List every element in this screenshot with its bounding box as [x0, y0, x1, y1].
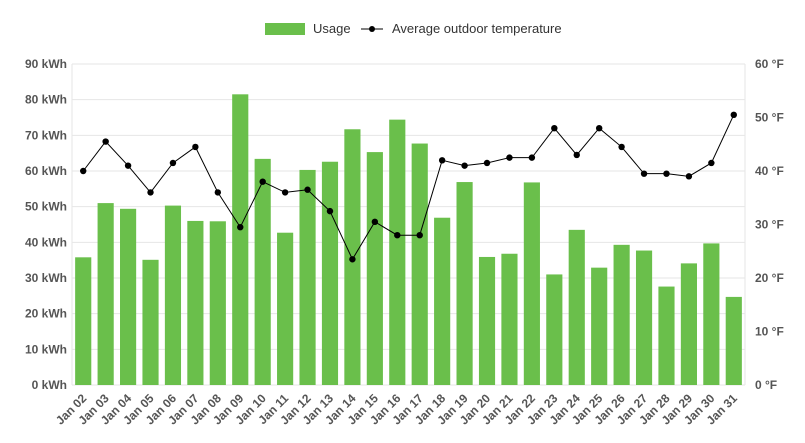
usage-bar[interactable] [277, 232, 294, 385]
left-axis-ticks: 0 kWh 10 kWh 20 kWh 30 kWh 40 kWh 50 kWh 60 kW… [25, 57, 67, 392]
temperature-point[interactable] [416, 232, 423, 239]
temperature-point[interactable] [618, 143, 625, 151]
usage-bar[interactable] [411, 143, 428, 385]
usage-bar[interactable] [501, 253, 518, 385]
temperature-point[interactable] [326, 207, 334, 215]
legend-usage-swatch[interactable] [265, 23, 305, 35]
temperature-series [80, 111, 737, 263]
usage-bar[interactable] [680, 263, 697, 385]
usage-bar[interactable] [546, 274, 563, 385]
usage-bar[interactable] [142, 259, 159, 385]
usage-bar[interactable] [703, 243, 720, 385]
left-axis-tick-label: 40 kWh [25, 235, 67, 249]
temperature-point[interactable] [394, 232, 401, 239]
legend-temperature-marker[interactable] [369, 26, 375, 32]
temperature-point[interactable] [730, 111, 737, 119]
temperature-point[interactable] [80, 167, 87, 175]
temperature-point[interactable] [595, 125, 603, 132]
right-axis-tick-label: 50 °F [755, 111, 784, 125]
temperature-point[interactable] [192, 143, 199, 151]
usage-bar[interactable] [613, 244, 630, 385]
usage-bar[interactable] [187, 220, 204, 385]
left-axis-tick-label: 50 kWh [25, 200, 67, 214]
temperature-point[interactable] [685, 173, 693, 180]
left-axis-tick-label: 90 kWh [25, 57, 67, 71]
left-axis-tick-label: 80 kWh [25, 93, 67, 107]
temperature-line [82, 114, 735, 261]
right-axis-tick-label: 60 °F [755, 57, 784, 71]
usage-bar[interactable] [75, 257, 92, 385]
right-axis-tick-label: 20 °F [755, 271, 784, 285]
right-axis-tick-label: 30 °F [755, 218, 784, 232]
temperature-point[interactable] [551, 125, 558, 132]
legend-usage-label[interactable]: Usage [313, 21, 351, 36]
usage-bars [75, 94, 742, 386]
usage-bar[interactable] [321, 161, 339, 385]
right-axis-tick-label: 10 °F [755, 325, 784, 339]
left-axis-tick-label: 20 kWh [25, 307, 67, 321]
usage-bar[interactable] [434, 217, 451, 385]
usage-bar[interactable] [591, 267, 608, 385]
usage-bar[interactable] [456, 182, 473, 385]
temperature-point[interactable] [147, 189, 154, 196]
temperature-point[interactable] [169, 159, 177, 167]
temperature-point[interactable] [304, 186, 311, 193]
right-axis-tick-label: 40 °F [755, 164, 784, 178]
left-axis-tick-label: 30 kWh [25, 271, 67, 285]
chart-legend: Usage Average outdoor temperature [265, 21, 562, 36]
usage-bar[interactable] [523, 182, 540, 385]
temperature-point[interactable] [461, 162, 468, 169]
legend-temperature-label[interactable]: Average outdoor temperature [392, 21, 562, 36]
usage-bar[interactable] [725, 296, 742, 385]
temperature-point[interactable] [281, 189, 289, 196]
temperature-point[interactable] [102, 138, 109, 145]
temperature-point[interactable] [237, 223, 244, 231]
temperature-point[interactable] [438, 157, 446, 164]
usage-bar[interactable] [232, 94, 249, 386]
temperature-point[interactable] [708, 159, 715, 167]
usage-bar[interactable] [209, 221, 226, 385]
usage-bar[interactable] [97, 203, 114, 385]
usage-bar[interactable] [164, 205, 182, 385]
usage-bar[interactable] [254, 158, 271, 385]
right-axis-tick-label: 0 °F [755, 378, 777, 392]
temperature-point[interactable] [214, 189, 222, 196]
usage-bar[interactable] [478, 256, 496, 385]
left-axis-tick-label: 0 kWh [32, 378, 67, 392]
usage-bar[interactable] [389, 119, 406, 385]
grid-lines [71, 63, 746, 386]
temperature-point[interactable] [506, 154, 513, 161]
temperature-point[interactable] [124, 162, 132, 169]
temperature-point[interactable] [573, 151, 580, 159]
temperature-point[interactable] [663, 170, 670, 177]
temperature-point[interactable] [483, 159, 491, 167]
usage-bar[interactable] [120, 208, 137, 385]
usage-bar[interactable] [568, 229, 585, 385]
right-axis-ticks: 0 °F 10 °F 20 °F 30 °F 40 °F 50 °F 60 °F [755, 57, 784, 392]
temperature-point[interactable] [371, 218, 379, 226]
usage-bar[interactable] [658, 286, 675, 385]
usage-bar[interactable] [299, 169, 316, 385]
temperature-point[interactable] [640, 170, 648, 177]
temperature-point[interactable] [259, 178, 266, 185]
usage-bar[interactable] [635, 250, 653, 385]
left-axis-tick-label: 10 kWh [25, 342, 67, 356]
temperature-point[interactable] [528, 154, 536, 161]
usage-bar[interactable] [366, 152, 383, 385]
left-axis-tick-label: 70 kWh [25, 128, 67, 142]
temperature-point[interactable] [349, 256, 356, 263]
left-axis-tick-label: 60 kWh [25, 164, 67, 178]
